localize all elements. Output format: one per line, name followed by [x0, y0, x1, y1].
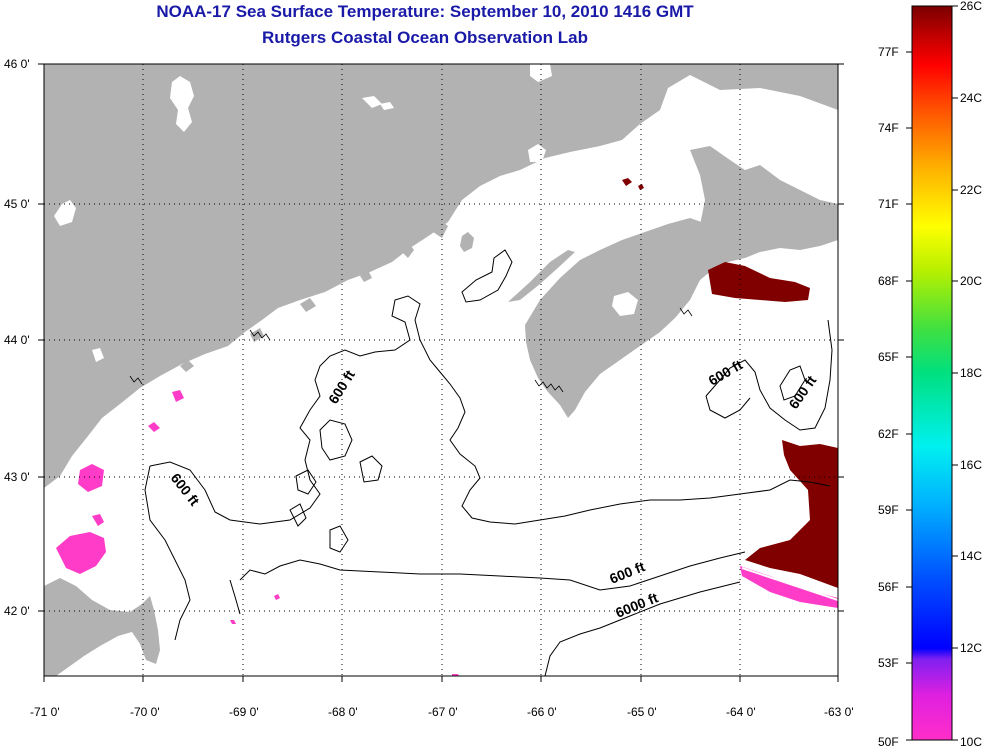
lon-label: -70 0': [130, 705, 160, 719]
colorbar-f-label: 71F: [878, 197, 899, 211]
lon-label: -69 0': [229, 705, 259, 719]
colorbar-f-label: 74F: [878, 121, 899, 135]
lon-label: -65 0': [627, 705, 657, 719]
colorbar-c-label: 10C: [960, 735, 982, 749]
graticule: [44, 64, 838, 676]
lat-label: 44 0': [4, 333, 30, 347]
lat-label: 42 0': [4, 604, 30, 618]
colorbar-f-label: 50F: [878, 735, 899, 749]
colorbar-f-label: 53F: [878, 656, 899, 670]
colorbar-f-label: 77F: [878, 45, 899, 59]
colorbar-c-label: 26C: [960, 0, 982, 13]
map-title: NOAA-17 Sea Surface Temperature: Septemb…: [156, 2, 694, 21]
inland-lakes: [54, 64, 694, 362]
colorbar-f-label: 56F: [878, 580, 899, 594]
lat-label: 46 0': [4, 57, 30, 71]
depth-contours: [144, 249, 833, 676]
map-subtitle: Rutgers Coastal Ocean Observation Lab: [262, 28, 588, 47]
colorbar-f-label: 59F: [878, 503, 899, 517]
lon-label: -68 0': [328, 705, 358, 719]
lon-label: -63 0': [824, 705, 854, 719]
tick-marks: [38, 63, 844, 682]
land-digby-neck: [508, 250, 575, 302]
coastal-islands: [180, 220, 448, 372]
island-grand-manan: [460, 232, 474, 252]
colorbar-c-label: 24C: [960, 91, 982, 105]
land-nova-scotia: [525, 218, 720, 418]
colorbar-f-label: 62F: [878, 427, 899, 441]
colorbar-c-label: 20C: [960, 274, 982, 288]
lon-label: -71 0': [30, 705, 60, 719]
map-frame: [43, 63, 839, 677]
lat-label: 43 0': [4, 470, 30, 484]
lon-label: -67 0': [428, 705, 458, 719]
land-massachusetts: [44, 578, 160, 676]
colorbar-c-label: 22C: [960, 183, 982, 197]
colorbar-f-label: 65F: [878, 350, 899, 364]
lat-label: 45 0': [4, 197, 30, 211]
colorbar-c-label: 14C: [960, 549, 982, 563]
rocky-coast: [129, 307, 693, 393]
colorbar-c-label: 12C: [960, 641, 982, 655]
cloud-edge: [741, 567, 838, 601]
lon-label: -66 0': [527, 705, 557, 719]
colorbar: [911, 5, 953, 741]
colorbar-c-label: 18C: [960, 366, 982, 380]
lon-label: -64 0': [726, 705, 756, 719]
colorbar-f-label: 68F: [878, 274, 899, 288]
colorbar-ticks: [906, 5, 958, 741]
colorbar-c-label: 16C: [960, 458, 982, 472]
